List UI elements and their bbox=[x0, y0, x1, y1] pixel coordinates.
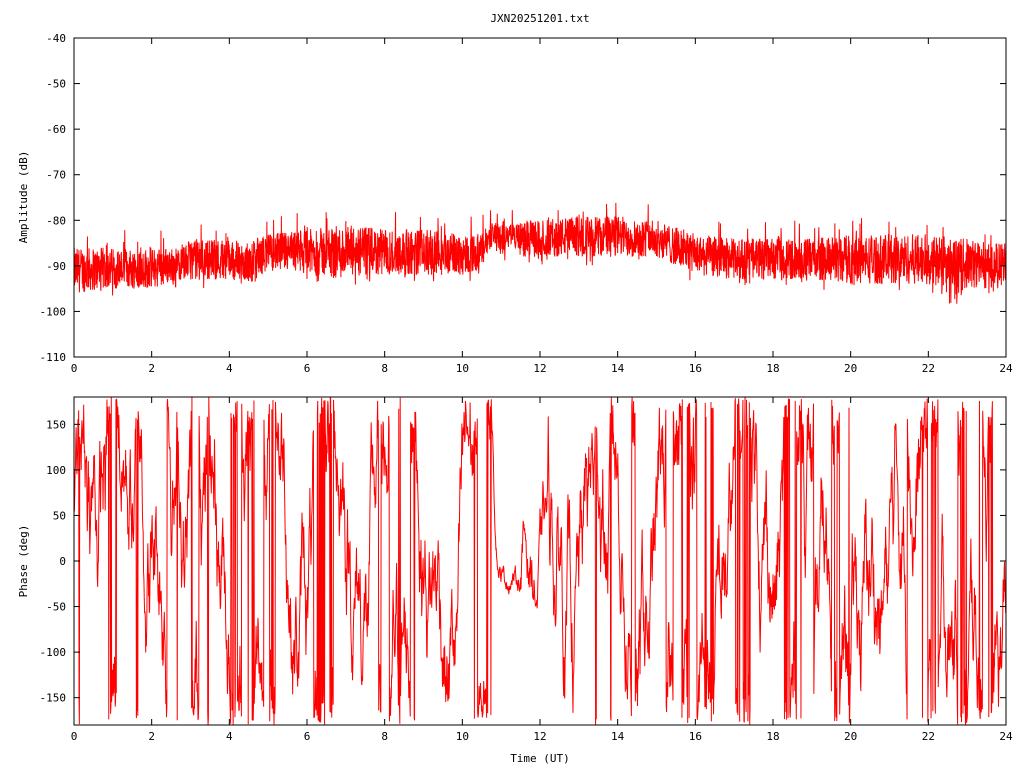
amplitude-y-tick-label: -110 bbox=[40, 351, 67, 364]
amplitude-y-tick-label: -50 bbox=[46, 78, 66, 91]
phase-x-tick-label: 2 bbox=[148, 730, 155, 743]
amplitude-x-tick-label: 4 bbox=[226, 362, 233, 375]
amplitude-series bbox=[73, 202, 1007, 304]
phase-y-tick-label: 100 bbox=[46, 464, 66, 477]
amplitude-y-tick-label: -70 bbox=[46, 169, 66, 182]
amplitude-x-tick-label: 22 bbox=[922, 362, 935, 375]
amplitude-x-tick-label: 6 bbox=[304, 362, 311, 375]
phase-x-tick-label: 16 bbox=[689, 730, 702, 743]
phase-y-tick-label: 50 bbox=[53, 509, 66, 522]
amplitude-x-tick-label: 20 bbox=[844, 362, 857, 375]
phase-x-tick-label: 4 bbox=[226, 730, 233, 743]
phase-panel: 0 2 4 6 8 10 12 14 16 18 20 22 24150100500-50-100-15… bbox=[17, 396, 1013, 765]
phase-x-tick-label: 18 bbox=[766, 730, 779, 743]
amplitude-x-tick-label: 0 bbox=[71, 362, 78, 375]
amplitude-x-tick-label: 14 bbox=[611, 362, 625, 375]
phase-axis-ticks: 0 2 4 6 8 10 12 14 16 18 20 22 24150100500-50-100-15… bbox=[40, 397, 1013, 743]
phase-y-axis-label: Phase (deg) bbox=[17, 525, 30, 598]
amplitude-panel: 0 2 4 6 8 10 12 14 16 18 20 22 24-40-50-60-70-80-90-… bbox=[17, 32, 1013, 375]
phase-series bbox=[73, 396, 1007, 725]
amplitude-y-tick-label: -40 bbox=[46, 32, 66, 45]
phase-y-tick-label: -50 bbox=[46, 601, 66, 614]
phase-x-tick-label: 22 bbox=[922, 730, 935, 743]
amplitude-y-tick-label: -100 bbox=[40, 305, 67, 318]
phase-x-tick-label: 10 bbox=[456, 730, 469, 743]
phase-x-tick-label: 20 bbox=[844, 730, 857, 743]
phase-y-tick-label: -150 bbox=[40, 692, 67, 705]
phase-x-tick-label: 14 bbox=[611, 730, 625, 743]
x-axis-label: Time (UT) bbox=[510, 752, 570, 765]
phase-line bbox=[73, 396, 1007, 725]
amplitude-x-tick-label: 18 bbox=[766, 362, 779, 375]
amplitude-y-axis-label: Amplitude (dB) bbox=[17, 151, 30, 244]
phase-x-tick-label: 8 bbox=[381, 730, 388, 743]
amplitude-x-tick-label: 8 bbox=[381, 362, 388, 375]
amplitude-line bbox=[73, 202, 1007, 304]
phase-x-tick-label: 0 bbox=[71, 730, 78, 743]
phase-y-tick-label: 0 bbox=[59, 555, 66, 568]
phase-x-tick-label: 6 bbox=[304, 730, 311, 743]
phase-x-tick-label: 12 bbox=[533, 730, 546, 743]
phase-x-tick-label: 24 bbox=[999, 730, 1013, 743]
amplitude-axis-ticks: 0 2 4 6 8 10 12 14 16 18 20 22 24-40-50-60-70-80-90-… bbox=[40, 32, 1013, 375]
amplitude-x-tick-label: 10 bbox=[456, 362, 469, 375]
amplitude-x-tick-label: 16 bbox=[689, 362, 702, 375]
phase-y-tick-label: -100 bbox=[40, 646, 67, 659]
amplitude-y-tick-label: -60 bbox=[46, 123, 66, 136]
amplitude-x-tick-label: 24 bbox=[999, 362, 1013, 375]
phase-y-tick-label: 150 bbox=[46, 418, 66, 431]
chart-title: JXN20251201.txt bbox=[490, 12, 589, 25]
amplitude-x-tick-label: 2 bbox=[148, 362, 155, 375]
amplitude-y-tick-label: -90 bbox=[46, 260, 66, 273]
amplitude-y-tick-label: -80 bbox=[46, 214, 66, 227]
amplitude-x-tick-label: 12 bbox=[533, 362, 546, 375]
